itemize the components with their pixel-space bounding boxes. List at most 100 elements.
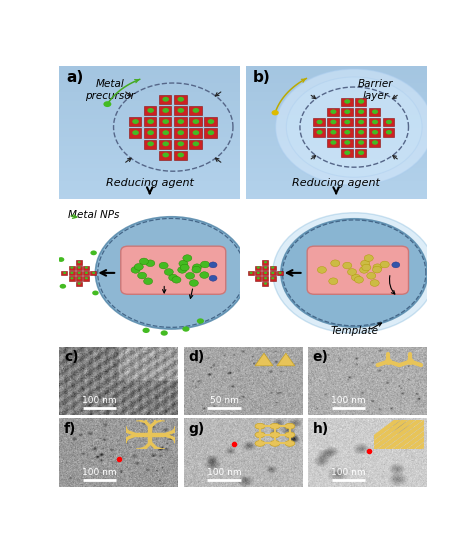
Bar — [246, 128, 427, 132]
Bar — [341, 108, 353, 117]
Circle shape — [92, 272, 95, 274]
Bar — [246, 190, 427, 195]
Bar — [328, 138, 339, 147]
Text: Metal
precursor: Metal precursor — [85, 79, 135, 101]
Circle shape — [372, 140, 378, 145]
Bar — [270, 265, 275, 270]
Circle shape — [163, 119, 169, 124]
Circle shape — [179, 260, 188, 267]
Bar — [246, 115, 427, 119]
Circle shape — [60, 284, 66, 289]
Text: f): f) — [64, 422, 76, 436]
Circle shape — [275, 69, 433, 185]
Bar — [69, 265, 75, 270]
Bar — [83, 276, 89, 281]
Bar — [246, 110, 427, 115]
Bar — [59, 119, 240, 124]
Bar — [76, 282, 82, 286]
Bar — [159, 139, 172, 149]
Circle shape — [139, 258, 148, 265]
Circle shape — [264, 266, 267, 269]
Bar — [144, 117, 156, 126]
Circle shape — [186, 272, 195, 279]
Bar — [59, 115, 240, 119]
Circle shape — [386, 130, 392, 135]
Bar — [59, 137, 240, 141]
Bar — [255, 265, 261, 270]
Circle shape — [264, 261, 267, 263]
Circle shape — [177, 141, 184, 146]
Bar — [246, 137, 427, 141]
Circle shape — [132, 130, 139, 135]
Circle shape — [358, 150, 364, 155]
Bar — [174, 151, 187, 160]
Bar — [263, 260, 268, 265]
Circle shape — [331, 260, 340, 266]
Bar — [144, 106, 156, 115]
Circle shape — [178, 266, 187, 273]
Circle shape — [373, 266, 382, 273]
Bar — [246, 150, 427, 155]
Circle shape — [208, 130, 214, 135]
Circle shape — [192, 130, 199, 135]
Circle shape — [192, 264, 201, 271]
Circle shape — [351, 274, 360, 281]
Circle shape — [344, 150, 350, 155]
Bar — [59, 182, 240, 186]
Bar — [383, 118, 394, 126]
Bar — [255, 276, 261, 281]
Circle shape — [367, 272, 376, 279]
Bar — [59, 186, 240, 190]
Circle shape — [95, 217, 247, 329]
Bar — [246, 124, 427, 128]
Circle shape — [330, 120, 337, 124]
Circle shape — [317, 120, 323, 124]
Bar — [59, 177, 240, 182]
Circle shape — [147, 108, 154, 113]
Text: Template: Template — [330, 327, 378, 336]
Bar — [246, 79, 427, 84]
Circle shape — [161, 330, 168, 336]
Bar — [174, 129, 187, 138]
Circle shape — [380, 261, 389, 268]
Circle shape — [58, 257, 64, 262]
Bar — [341, 149, 353, 157]
Bar — [59, 101, 240, 106]
Bar — [328, 129, 339, 137]
Bar — [355, 129, 366, 137]
Bar — [204, 129, 217, 138]
Circle shape — [344, 109, 350, 114]
Bar — [277, 271, 283, 275]
Bar — [246, 155, 427, 159]
Circle shape — [177, 153, 184, 158]
Bar — [263, 276, 268, 281]
Circle shape — [344, 140, 350, 145]
Text: d): d) — [189, 350, 205, 364]
Bar — [204, 117, 217, 126]
Bar — [270, 276, 275, 281]
Circle shape — [147, 141, 154, 146]
Circle shape — [355, 276, 364, 283]
Circle shape — [177, 108, 184, 113]
Circle shape — [372, 109, 378, 114]
Circle shape — [177, 130, 184, 135]
FancyBboxPatch shape — [121, 246, 226, 294]
Circle shape — [317, 130, 323, 135]
Bar — [59, 70, 240, 74]
Bar — [189, 129, 201, 138]
Bar — [76, 276, 82, 281]
Bar — [174, 139, 187, 149]
Circle shape — [78, 266, 81, 269]
Bar — [246, 159, 427, 164]
Text: b): b) — [253, 69, 271, 85]
Circle shape — [392, 262, 400, 268]
Circle shape — [78, 272, 81, 274]
Bar — [355, 108, 366, 117]
Circle shape — [146, 260, 155, 266]
Circle shape — [147, 119, 154, 124]
Bar — [355, 138, 366, 147]
Circle shape — [330, 109, 337, 114]
Circle shape — [132, 119, 139, 124]
Circle shape — [78, 277, 81, 280]
Circle shape — [347, 269, 356, 275]
